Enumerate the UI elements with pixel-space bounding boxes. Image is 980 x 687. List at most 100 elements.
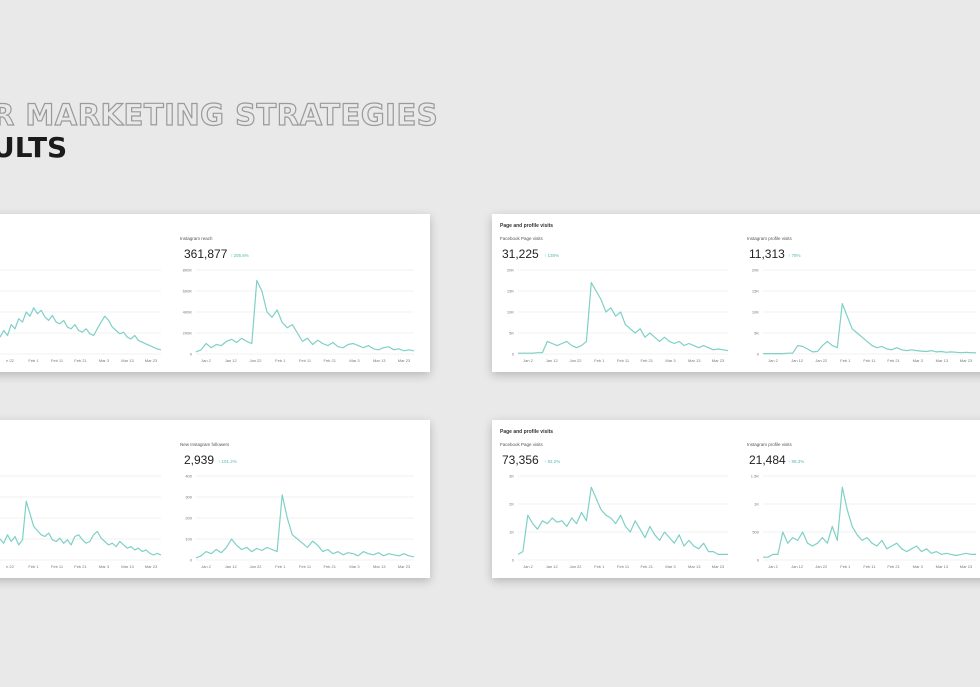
- x-tick-label: Jan 22: [249, 564, 262, 569]
- y-tick-label: 600K: [183, 289, 193, 294]
- x-tick-label: Feb 21: [74, 358, 87, 363]
- x-tick-label: Feb 1: [594, 564, 605, 569]
- line-chart: 0 100 200 300 400 Jan 2 Jan 12 Jan 22 Feb 1 Feb 1…: [185, 474, 415, 569]
- metric-label: Facebook Page visits: [500, 236, 543, 241]
- metric-panel-instagram-reach: Instagram reach 361,877 ↑ 205.8% 0 200K 40…: [178, 214, 428, 372]
- x-tick-label: Mar 13: [121, 358, 134, 363]
- line-chart: 0 1K 2K 3K Jan 2 Jan 12 Jan 22 Feb 1 Feb 11 Feb 2…: [509, 474, 728, 569]
- y-tick-label: 1K: [754, 502, 759, 507]
- y-tick-label: 400K: [183, 310, 193, 315]
- x-tick-label: Feb 1: [840, 358, 851, 363]
- y-tick-label: 0: [190, 352, 193, 357]
- y-tick-label: 15K: [752, 289, 759, 294]
- series-line: [195, 494, 415, 559]
- x-tick-label: Jan 12: [791, 358, 804, 363]
- x-tick-label: Jan 22: [569, 564, 582, 569]
- metric-value: 11,313: [749, 247, 785, 261]
- x-tick-label: Mar 3: [913, 358, 924, 363]
- x-tick-label: Mar 13: [936, 358, 949, 363]
- series-line: [517, 486, 728, 556]
- line-chart: n 22 Feb 1 Feb 11 Feb 21 Mar 3 Mar 13 Mar 23: [0, 475, 162, 569]
- x-tick-label: Jan 12: [225, 358, 238, 363]
- x-tick-label: Mar 13: [373, 358, 386, 363]
- metric-change: ↑ 101.2%: [218, 459, 237, 464]
- x-tick-label: Feb 11: [299, 564, 312, 569]
- y-tick-label: 5K: [509, 331, 514, 336]
- metric-change: ↑ 78%: [788, 253, 801, 258]
- x-tick-label: Feb 21: [887, 564, 900, 569]
- y-tick-label: 0: [512, 352, 515, 357]
- y-tick-label: 500: [752, 530, 759, 535]
- x-tick-label: Jan 22: [249, 358, 262, 363]
- x-tick-label: Feb 21: [641, 564, 654, 569]
- y-tick-label: 5K: [754, 331, 759, 336]
- y-tick-label: 100: [185, 537, 192, 542]
- results-card-top-left: n 22 Feb 1 Feb 11 Feb 21 Mar 3 Mar 13 Mar 23 I…: [0, 214, 430, 372]
- x-tick-label: Feb 21: [641, 358, 654, 363]
- x-tick-label: Feb 1: [28, 564, 39, 569]
- y-tick-label: 400: [185, 474, 192, 479]
- x-tick-label: Mar 3: [349, 358, 360, 363]
- x-tick-label: Mar 13: [936, 564, 949, 569]
- x-tick-label: Feb 11: [863, 564, 876, 569]
- x-tick-label: Mar 13: [373, 564, 386, 569]
- metric-panel-instagram-profile-visits: Instagram profile visits 21,484 ↑ 98.3% …: [745, 420, 980, 578]
- series-line: [0, 307, 162, 351]
- x-tick-label: Jan 12: [546, 358, 559, 363]
- metric-value: 21,484: [749, 453, 786, 467]
- x-tick-label: Feb 11: [51, 358, 64, 363]
- y-tick-label: 0: [190, 558, 193, 563]
- x-tick-label: Feb 1: [840, 564, 851, 569]
- series-line: [0, 500, 162, 556]
- metric-value: 73,356: [502, 453, 539, 467]
- x-tick-label: Mar 13: [121, 564, 134, 569]
- metric-label: Instagram profile visits: [747, 236, 792, 241]
- x-tick-label: Feb 1: [28, 358, 39, 363]
- y-tick-label: 0: [757, 558, 760, 563]
- x-tick-label: Jan 12: [546, 564, 559, 569]
- x-tick-label: Mar 3: [665, 564, 676, 569]
- metric-label: Instagram profile visits: [747, 442, 792, 447]
- x-tick-label: Jan 22: [569, 358, 582, 363]
- y-tick-label: 1.5K: [751, 474, 760, 479]
- x-tick-label: Mar 3: [665, 358, 676, 363]
- metric-panel-facebook-page-visits: Facebook Page visits 73,356 ↑ 92.2% 0 1K 2…: [492, 420, 737, 578]
- line-chart: n 22 Feb 1 Feb 11 Feb 21 Mar 3 Mar 13 Mar 23: [0, 269, 162, 363]
- x-tick-label: Mar 3: [349, 564, 360, 569]
- x-tick-label: Mar 23: [145, 564, 158, 569]
- y-tick-label: 10K: [752, 310, 759, 315]
- x-tick-label: Feb 21: [887, 358, 900, 363]
- series-line: [518, 282, 729, 354]
- x-tick-label: Mar 13: [688, 564, 701, 569]
- y-tick-label: 200: [185, 516, 192, 521]
- x-tick-label: Feb 1: [275, 358, 286, 363]
- x-tick-label: Feb 11: [863, 358, 876, 363]
- metric-value: 361,877: [184, 247, 228, 261]
- metric-panel-new-instagram-followers: New Instagram followers 2,939 ↑ 101.2% 0…: [178, 420, 428, 578]
- results-card-bottom-right: Page and profile visits Facebook Page vi…: [492, 420, 980, 578]
- metric-panel-left: n 22 Feb 1 Feb 11 Feb 21 Mar 3 Mar 13 Mar 23: [0, 420, 170, 578]
- series-line: [763, 302, 976, 355]
- heading-line1: R MARKETING STRATEGIES: [0, 97, 439, 132]
- x-tick-label: Jan 12: [791, 564, 804, 569]
- x-tick-label: Mar 13: [688, 358, 701, 363]
- x-tick-label: Jan 2: [523, 358, 534, 363]
- metric-change: ↑ 138%: [544, 253, 560, 258]
- results-card-bottom-left: n 22 Feb 1 Feb 11 Feb 21 Mar 3 Mar 13 Mar 23 N…: [0, 420, 430, 578]
- line-chart: 0 200K 400K 600K 800K Jan 2 Jan 12 Jan 22 Feb 1 F…: [183, 268, 415, 363]
- y-tick-label: 300: [185, 495, 192, 500]
- card-title: Page and profile visits: [500, 223, 554, 229]
- y-tick-label: 20K: [507, 268, 514, 273]
- x-tick-label: Feb 11: [617, 564, 630, 569]
- y-tick-label: 2K: [509, 502, 514, 507]
- metric-label: New Instagram followers: [180, 442, 230, 447]
- x-tick-label: Jan 2: [768, 358, 779, 363]
- x-tick-label: Jan 12: [225, 564, 238, 569]
- y-tick-label: 1K: [509, 530, 514, 535]
- x-tick-label: Mar 23: [398, 358, 411, 363]
- metric-label: Facebook Page visits: [500, 442, 543, 447]
- series-line: [195, 279, 415, 353]
- results-card-top-right: Page and profile visits Facebook Page vi…: [492, 214, 980, 372]
- x-tick-label: Jan 2: [768, 564, 779, 569]
- x-tick-label: n 22: [6, 564, 15, 569]
